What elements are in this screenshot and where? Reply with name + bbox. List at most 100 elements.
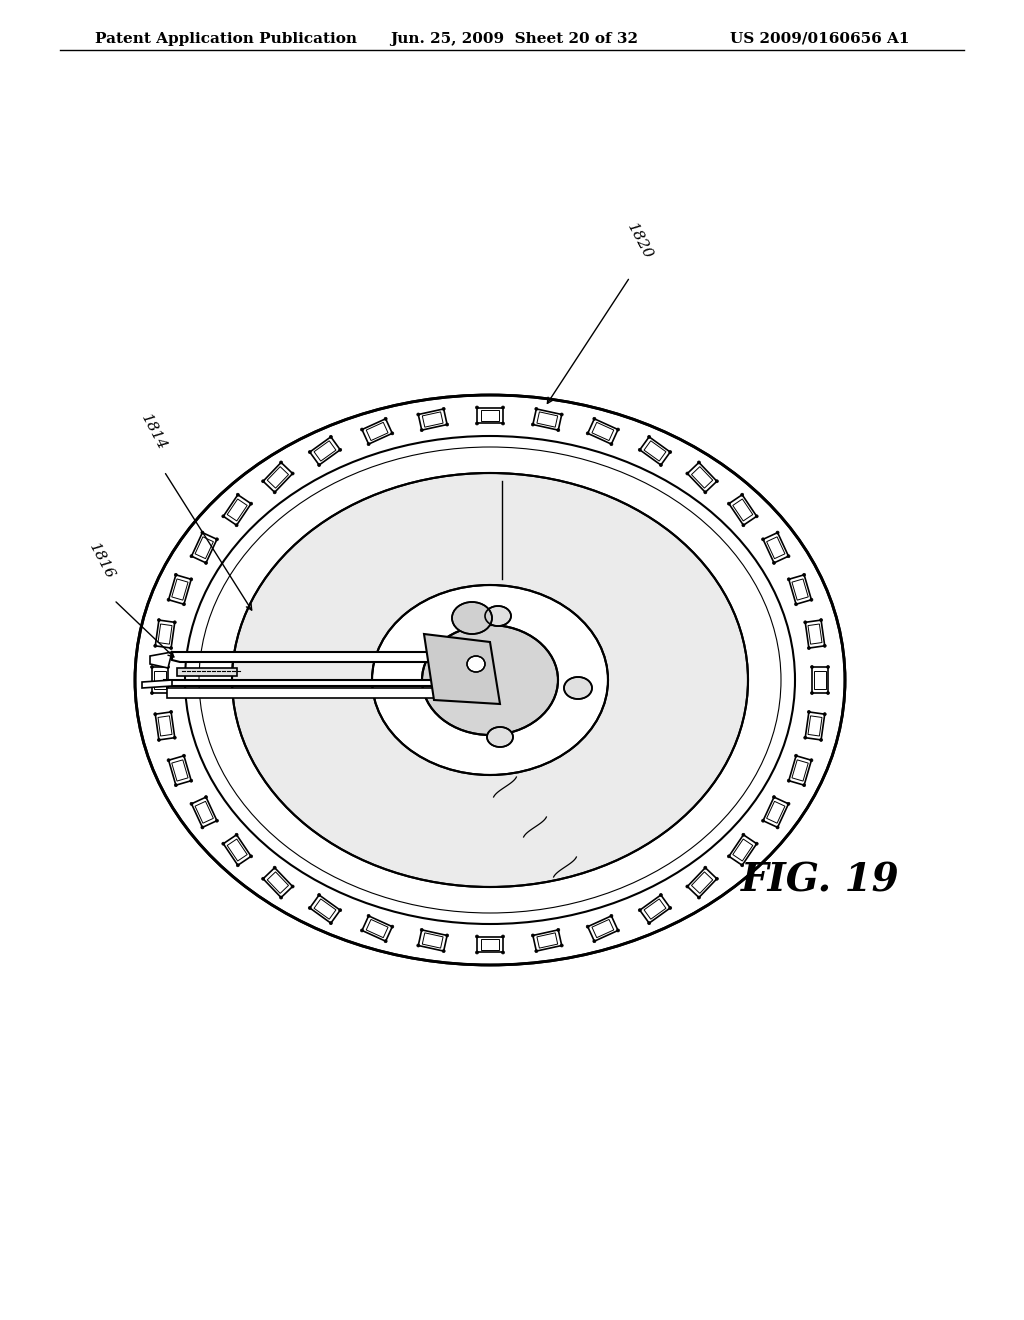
Ellipse shape [742, 833, 744, 837]
Polygon shape [223, 495, 251, 525]
Ellipse shape [804, 737, 807, 739]
Ellipse shape [787, 779, 791, 783]
Ellipse shape [487, 727, 513, 747]
Ellipse shape [716, 878, 719, 880]
Polygon shape [532, 929, 562, 952]
Ellipse shape [686, 884, 689, 888]
Ellipse shape [475, 407, 478, 409]
Ellipse shape [236, 524, 239, 527]
Ellipse shape [167, 759, 170, 762]
Ellipse shape [804, 620, 807, 624]
Ellipse shape [502, 950, 505, 954]
Polygon shape [418, 929, 447, 952]
Polygon shape [362, 916, 392, 941]
Polygon shape [172, 652, 462, 663]
Ellipse shape [703, 491, 707, 494]
Ellipse shape [811, 692, 813, 694]
Ellipse shape [280, 461, 283, 463]
Polygon shape [640, 437, 671, 465]
Ellipse shape [697, 461, 700, 463]
Ellipse shape [189, 578, 193, 581]
Polygon shape [418, 409, 447, 430]
Ellipse shape [368, 915, 370, 917]
Polygon shape [812, 667, 828, 693]
Ellipse shape [638, 449, 641, 451]
Ellipse shape [170, 647, 173, 649]
Ellipse shape [420, 928, 423, 932]
Ellipse shape [420, 429, 423, 432]
Ellipse shape [810, 598, 813, 602]
Polygon shape [191, 532, 217, 562]
Ellipse shape [237, 494, 240, 496]
Polygon shape [532, 409, 562, 430]
Ellipse shape [557, 928, 560, 932]
Ellipse shape [236, 833, 239, 837]
Ellipse shape [205, 796, 208, 799]
Ellipse shape [167, 692, 170, 694]
Polygon shape [169, 574, 191, 605]
Ellipse shape [151, 692, 154, 694]
Ellipse shape [182, 603, 185, 606]
Ellipse shape [372, 585, 608, 775]
Ellipse shape [360, 929, 364, 932]
Ellipse shape [158, 738, 161, 742]
Polygon shape [156, 620, 175, 648]
Ellipse shape [586, 432, 589, 434]
Ellipse shape [762, 820, 765, 822]
Ellipse shape [811, 665, 813, 668]
Text: FIG. 19: FIG. 19 [740, 861, 899, 899]
Ellipse shape [647, 436, 650, 438]
Ellipse shape [686, 473, 689, 475]
Ellipse shape [339, 449, 342, 451]
Ellipse shape [823, 644, 826, 647]
Ellipse shape [616, 428, 620, 432]
Ellipse shape [502, 407, 505, 409]
Ellipse shape [261, 878, 264, 880]
Polygon shape [729, 495, 757, 525]
Ellipse shape [330, 921, 333, 924]
Ellipse shape [308, 450, 311, 454]
Ellipse shape [291, 473, 294, 475]
Ellipse shape [273, 491, 276, 494]
Ellipse shape [776, 531, 779, 535]
Ellipse shape [182, 754, 185, 758]
Ellipse shape [502, 935, 505, 939]
Ellipse shape [391, 432, 394, 434]
Polygon shape [687, 867, 717, 898]
Ellipse shape [417, 944, 420, 946]
Ellipse shape [772, 796, 775, 799]
Ellipse shape [697, 896, 700, 899]
Polygon shape [310, 437, 340, 465]
Ellipse shape [819, 619, 822, 622]
Ellipse shape [593, 940, 596, 942]
Ellipse shape [174, 784, 177, 787]
Ellipse shape [669, 907, 672, 909]
Text: 1814: 1814 [138, 412, 169, 453]
Polygon shape [588, 916, 618, 941]
Ellipse shape [368, 442, 370, 446]
Text: 1816: 1816 [87, 541, 118, 582]
Ellipse shape [167, 598, 170, 602]
Ellipse shape [795, 754, 798, 758]
Ellipse shape [826, 665, 829, 668]
Ellipse shape [201, 531, 204, 535]
Ellipse shape [222, 842, 225, 845]
Polygon shape [805, 620, 824, 648]
Polygon shape [477, 936, 503, 953]
Polygon shape [763, 532, 788, 562]
Ellipse shape [669, 450, 672, 454]
Text: 1820: 1820 [625, 220, 655, 261]
Ellipse shape [762, 537, 765, 541]
Polygon shape [788, 756, 811, 785]
Ellipse shape [339, 908, 342, 912]
Ellipse shape [330, 436, 333, 438]
Ellipse shape [819, 738, 822, 742]
Ellipse shape [776, 826, 779, 829]
Ellipse shape [485, 606, 511, 626]
Polygon shape [687, 462, 717, 492]
Polygon shape [263, 462, 293, 492]
Ellipse shape [189, 779, 193, 783]
Ellipse shape [250, 502, 253, 506]
Ellipse shape [716, 479, 719, 483]
Polygon shape [164, 680, 470, 686]
